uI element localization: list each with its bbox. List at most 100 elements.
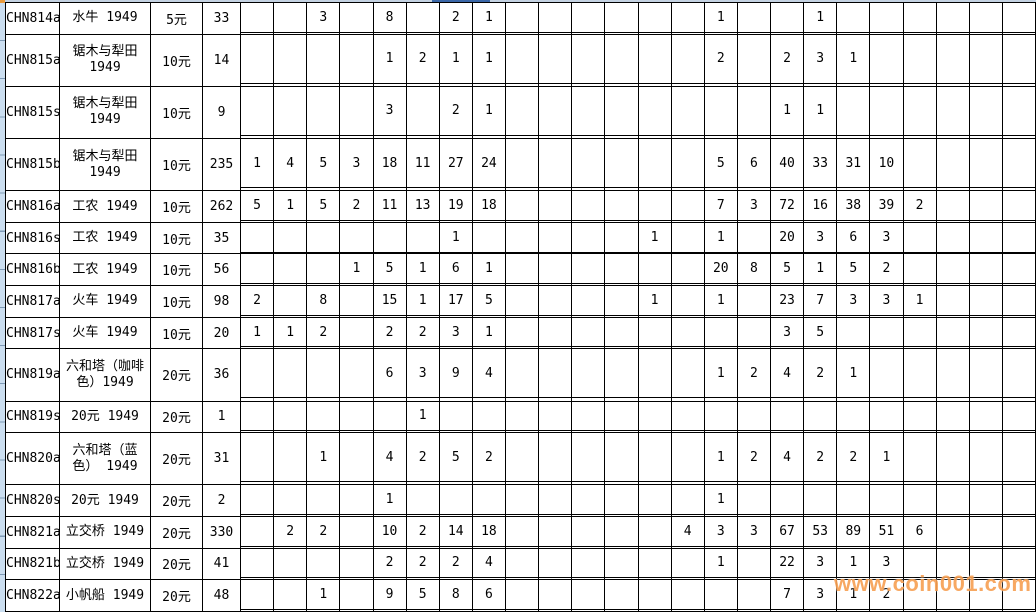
grid-cell[interactable] [504, 33, 540, 84]
grid-cell[interactable]: 3 [803, 33, 838, 84]
grid-cell[interactable]: 1 [803, 253, 838, 285]
grid-cell[interactable]: 2 [372, 547, 407, 579]
grid-cell[interactable]: 3 [869, 285, 904, 316]
grid-cell[interactable] [538, 400, 573, 432]
grid-cell[interactable] [273, 579, 308, 610]
grid-cell[interactable]: 2 [306, 515, 341, 547]
grid-cell[interactable]: 33 [803, 137, 838, 189]
grid-cell[interactable] [571, 137, 606, 189]
grid-cell[interactable] [736, 285, 772, 316]
count-cell[interactable]: 36 [202, 348, 241, 402]
grid-cell[interactable]: 1 [803, 85, 838, 136]
grid-cell[interactable] [504, 190, 540, 221]
count-cell[interactable]: 330 [202, 515, 241, 549]
grid-cell[interactable] [538, 221, 573, 253]
grid-cell[interactable] [571, 316, 606, 348]
grid-cell[interactable]: 6 [736, 137, 772, 189]
grid-cell[interactable] [306, 85, 341, 136]
grid-cell[interactable] [637, 547, 672, 579]
grid-cell[interactable] [968, 85, 1003, 136]
grid-cell[interactable] [239, 348, 275, 399]
grid-cell[interactable] [1001, 137, 1036, 189]
grid-cell[interactable] [571, 515, 606, 547]
grid-cell[interactable] [504, 608, 540, 612]
grid-cell[interactable]: 13 [405, 190, 440, 221]
grid-cell[interactable]: 7 [803, 285, 838, 316]
grid-cell[interactable] [273, 348, 308, 399]
grid-cell[interactable]: 8 [438, 579, 473, 610]
grid-cell[interactable] [670, 316, 705, 348]
catalog-id-cell[interactable]: CHN817a [5, 285, 60, 318]
grid-cell[interactable]: 1 [869, 432, 904, 483]
grid-cell[interactable] [902, 221, 937, 253]
grid-cell[interactable]: 1 [703, 348, 738, 399]
grid-cell[interactable] [1001, 579, 1036, 610]
catalog-id-cell[interactable]: CHN820a [5, 432, 60, 486]
count-cell[interactable]: 20 [202, 316, 241, 350]
denomination-cell[interactable]: 10元 [150, 85, 203, 140]
grid-cell[interactable]: 3 [836, 285, 871, 316]
grid-cell[interactable]: 40 [769, 137, 805, 189]
grid-cell[interactable] [637, 85, 672, 136]
grid-cell[interactable]: 51 [869, 515, 904, 547]
grid-cell[interactable] [736, 316, 772, 348]
grid-cell[interactable] [869, 348, 904, 399]
count-cell[interactable]: 35 [202, 221, 241, 255]
grid-cell[interactable]: 18 [471, 190, 507, 221]
grid-cell[interactable] [902, 547, 937, 579]
grid-cell[interactable] [273, 547, 308, 579]
grid-cell[interactable] [571, 579, 606, 610]
grid-cell[interactable] [239, 85, 275, 136]
grid-cell[interactable] [670, 85, 705, 136]
grid-cell[interactable] [571, 190, 606, 221]
grid-cell[interactable] [571, 253, 606, 285]
catalog-id-cell[interactable]: CHN815s [5, 85, 60, 140]
grid-cell[interactable] [736, 85, 772, 136]
catalog-id-cell[interactable]: CHN814a [5, 2, 60, 35]
grid-cell[interactable] [571, 85, 606, 136]
grid-cell[interactable] [273, 2, 308, 33]
grid-cell[interactable]: 5 [836, 253, 871, 285]
grid-cell[interactable] [538, 316, 573, 348]
grid-cell[interactable]: 1 [471, 2, 507, 33]
description-cell[interactable]: 20元 1949 [59, 484, 151, 517]
grid-cell[interactable] [968, 137, 1003, 189]
count-cell[interactable]: 56 [202, 253, 241, 287]
grid-cell[interactable] [637, 400, 672, 432]
count-cell[interactable]: 48 [202, 579, 241, 612]
grid-cell[interactable]: 2 [405, 316, 440, 348]
grid-cell[interactable]: 2 [405, 547, 440, 579]
denomination-cell[interactable]: 10元 [150, 190, 203, 223]
grid-cell[interactable] [902, 484, 937, 516]
grid-cell[interactable] [637, 484, 672, 516]
grid-cell[interactable] [670, 33, 705, 84]
grid-cell[interactable] [836, 484, 871, 516]
count-cell[interactable]: 41 [202, 547, 241, 581]
grid-cell[interactable] [836, 608, 871, 612]
grid-cell[interactable]: 1 [769, 85, 805, 136]
count-cell[interactable]: 262 [202, 190, 241, 223]
grid-cell[interactable] [273, 608, 308, 612]
grid-cell[interactable]: 2 [836, 432, 871, 483]
grid-cell[interactable] [803, 608, 838, 612]
grid-cell[interactable] [869, 608, 904, 612]
description-cell[interactable]: 小帆船 1949 [59, 579, 151, 612]
grid-cell[interactable] [670, 221, 705, 253]
grid-cell[interactable] [637, 253, 672, 285]
grid-cell[interactable] [637, 348, 672, 399]
grid-cell[interactable]: 1 [471, 33, 507, 84]
grid-cell[interactable] [504, 579, 540, 610]
grid-cell[interactable] [670, 484, 705, 516]
grid-cell[interactable]: 5 [703, 137, 738, 189]
grid-cell[interactable]: 2 [736, 432, 772, 483]
grid-cell[interactable]: 2 [438, 547, 473, 579]
grid-cell[interactable] [935, 547, 970, 579]
grid-cell[interactable]: 89 [836, 515, 871, 547]
grid-cell[interactable] [902, 608, 937, 612]
grid-cell[interactable] [736, 221, 772, 253]
grid-cell[interactable] [339, 221, 374, 253]
grid-cell[interactable]: 1 [703, 221, 738, 253]
denomination-cell[interactable]: 20元 [150, 515, 203, 549]
grid-cell[interactable] [1001, 316, 1036, 348]
grid-cell[interactable]: 4 [769, 348, 805, 399]
